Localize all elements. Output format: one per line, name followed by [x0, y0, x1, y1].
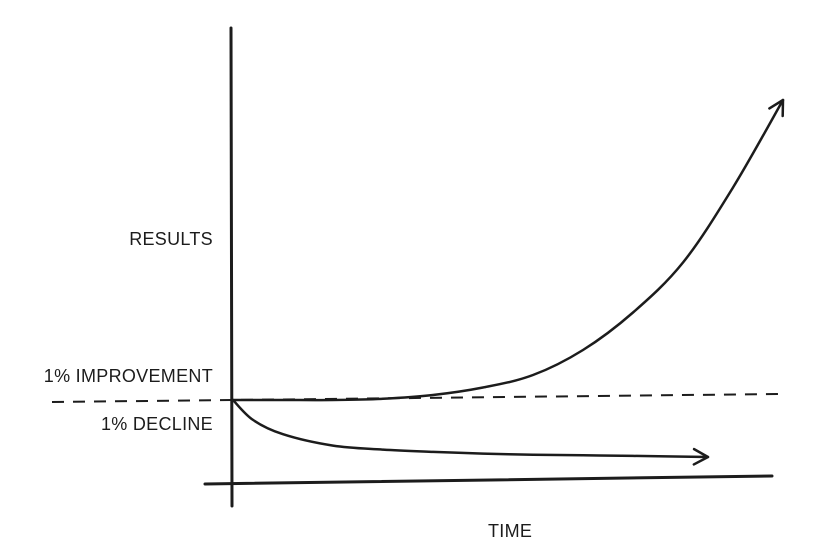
decline-curve-arrowhead — [692, 447, 710, 466]
series-layer — [231, 98, 785, 466]
decline-curve — [231, 398, 710, 459]
decline-label: 1% DECLINE — [100, 414, 213, 434]
y-axis — [229, 26, 234, 508]
improvement-curve-arrowhead — [768, 98, 785, 118]
x-axis-label: TIME — [488, 521, 533, 541]
x-axis — [203, 474, 774, 486]
improvement-curve — [231, 98, 785, 402]
baseline-dashed-line — [51, 393, 779, 403]
improvement-label: 1% IMPROVEMENT — [43, 366, 213, 386]
y-axis-label: RESULTS — [129, 229, 213, 249]
